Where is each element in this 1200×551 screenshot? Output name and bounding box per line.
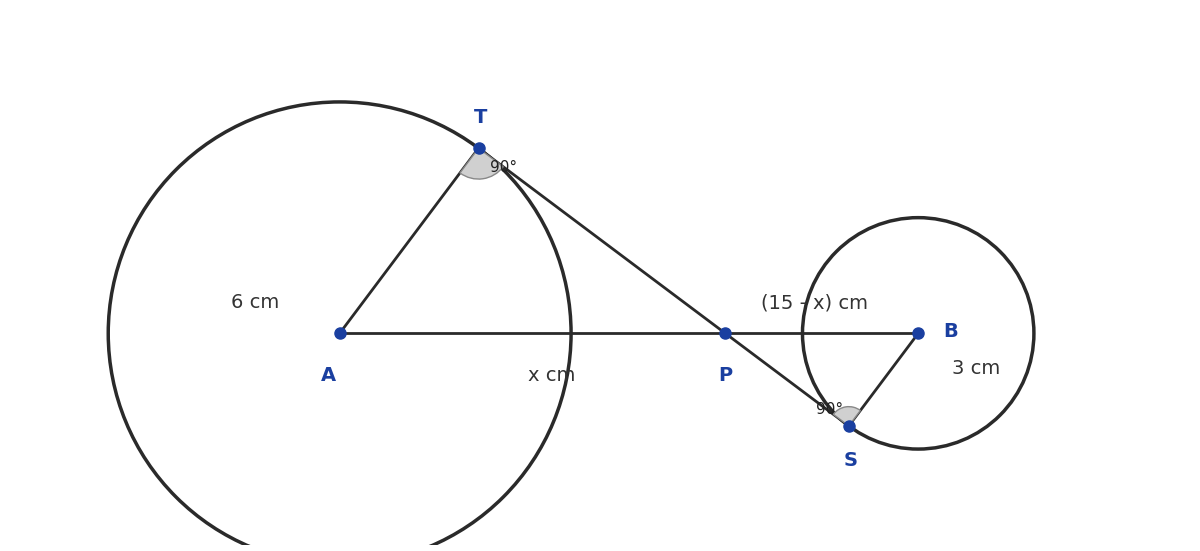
Text: 6 cm: 6 cm [230,293,278,312]
Text: B: B [943,322,958,341]
Text: x cm: x cm [528,366,576,385]
Wedge shape [833,407,860,426]
Text: 90°: 90° [816,402,844,417]
Text: 3 cm: 3 cm [952,359,1000,377]
Text: S: S [844,451,858,470]
Wedge shape [460,148,503,179]
Text: (15 - x) cm: (15 - x) cm [761,293,868,312]
Text: A: A [320,366,336,385]
Text: T: T [474,108,487,127]
Text: 90°: 90° [490,160,517,175]
Text: P: P [719,366,732,385]
